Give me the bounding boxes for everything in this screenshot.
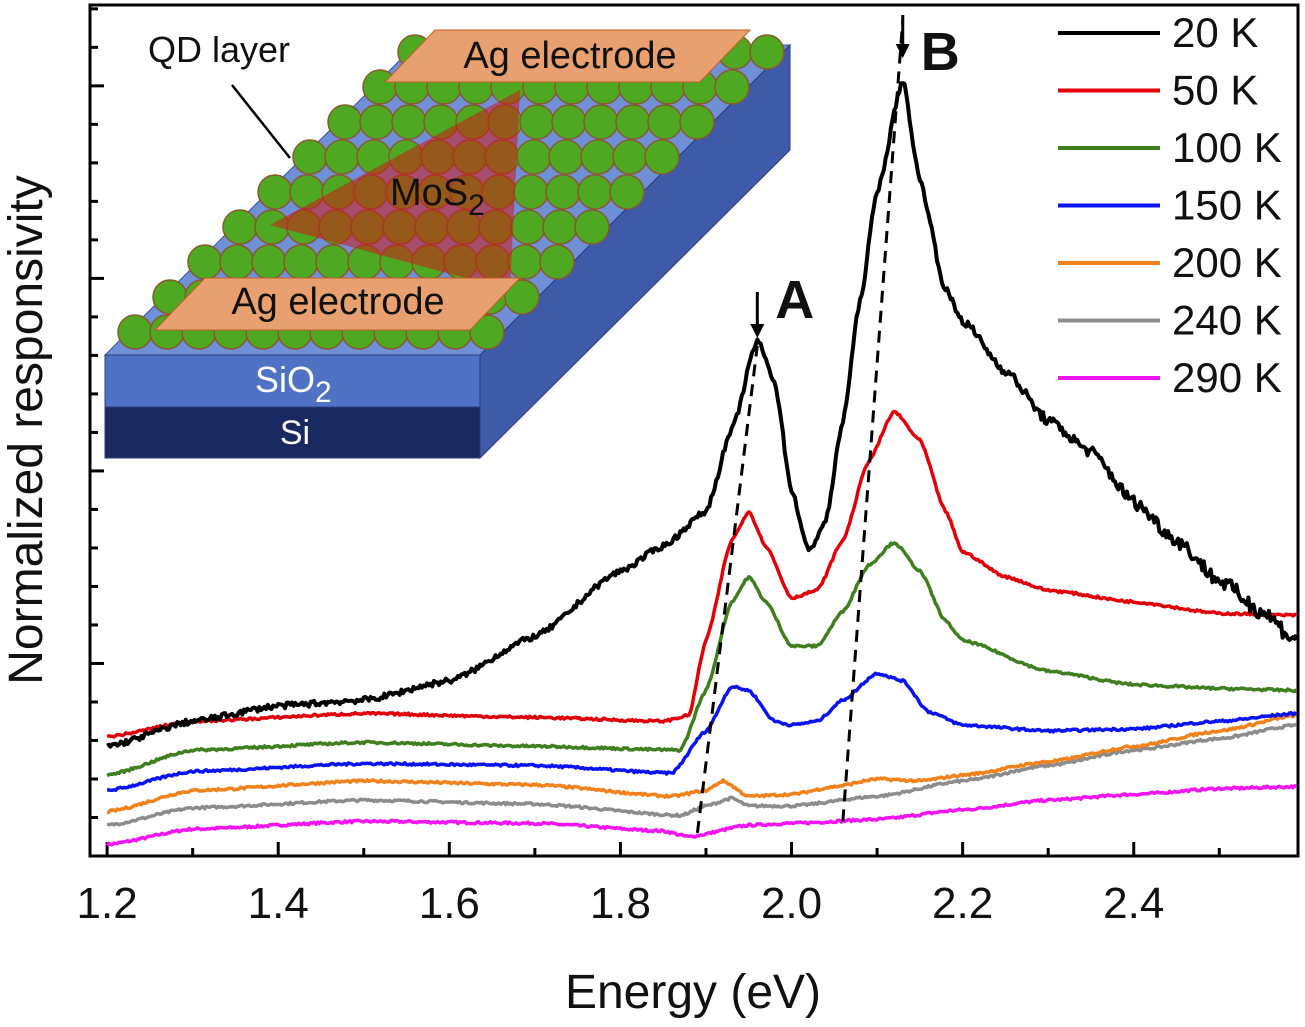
quantum-dot [222, 209, 258, 245]
quantum-dot [548, 139, 584, 175]
series-line-50K [106, 409, 1297, 739]
mos2-subscript: 2 [468, 189, 485, 222]
quantum-dot [257, 174, 293, 210]
quantum-dot [615, 104, 651, 140]
x-axis-label: Energy (eV) [565, 966, 821, 1019]
quantum-dot [187, 244, 223, 280]
quantum-dot [519, 104, 555, 140]
x-tick-label: 1.6 [419, 879, 480, 928]
quantum-dot [327, 104, 363, 140]
quantum-dot [469, 314, 505, 350]
si-label: Si [280, 414, 310, 452]
quantum-dot [315, 244, 351, 280]
x-tick-label: 1.4 [248, 879, 309, 928]
quantum-dot [545, 174, 581, 210]
series-line-150K [106, 671, 1298, 793]
peak-shift-dashed-line-A [695, 345, 759, 834]
quantum-dot [577, 174, 613, 210]
mos2-label: MoS2 [390, 172, 485, 222]
qd-layer-label: QD layer [148, 29, 290, 70]
plot-frame [88, 3, 1300, 858]
quantum-dot [510, 209, 546, 245]
quantum-dot [283, 244, 319, 280]
top-ag-electrode [383, 29, 752, 83]
x-tick-label: 1.8 [590, 879, 651, 928]
quantum-dot [507, 244, 543, 280]
quantum-dot [609, 174, 645, 210]
x-tick-label: 2.2 [932, 879, 993, 928]
quantum-dot [679, 104, 715, 140]
quantum-dot [542, 209, 578, 245]
sio2-text: SiO [255, 359, 315, 400]
quantum-dot [324, 139, 360, 175]
quantum-dot [251, 244, 287, 280]
qd-pointer-line [231, 84, 291, 159]
sio2-label: SiO2 [255, 359, 332, 409]
legend-label: 290 K [1172, 354, 1282, 401]
quantum-dot [219, 244, 255, 280]
quantum-dot [580, 139, 616, 175]
legend-label: 50 K [1172, 67, 1258, 114]
quantum-dot [391, 104, 427, 140]
axes: 1.2 1.4 1.6 1.8 2.0 2.2 2.4 [77, 3, 1300, 928]
series-line-100K [106, 541, 1298, 778]
x-tick-label: 2.4 [1103, 879, 1164, 928]
quantum-dot [292, 139, 328, 175]
series-line-20K [106, 81, 1299, 749]
mos2-text: MoS [390, 172, 468, 214]
sio2-subscript: 2 [315, 376, 332, 409]
legend-label: 150 K [1172, 182, 1282, 229]
quantum-dot [504, 279, 540, 315]
quantum-dot [647, 104, 683, 140]
quantum-dot [612, 139, 648, 175]
quantum-dot [117, 314, 153, 350]
device-schematic-inset: Ag electrode Ag electrode MoS2 SiO2 Si Q… [103, 29, 792, 460]
series-line-290K [105, 784, 1297, 847]
quantum-dot [513, 174, 549, 210]
legend: 20 K 50 K 100 K 150 K 200 K 240 K 290 K [1058, 9, 1282, 401]
x-tick-label: 1.2 [77, 879, 138, 928]
quantum-dot [583, 104, 619, 140]
legend-label: 20 K [1172, 9, 1258, 56]
quantum-dot [714, 69, 750, 105]
x-tick-label: 2.0 [761, 879, 822, 928]
quantum-dot [551, 104, 587, 140]
bottom-electrode-label: Ag electrode [231, 281, 444, 323]
peak-label-B: B [921, 22, 960, 82]
quantum-dot [359, 104, 395, 140]
legend-label: 100 K [1172, 124, 1282, 171]
top-electrode-label: Ag electrode [463, 35, 676, 77]
bottom-ag-electrode [153, 277, 522, 331]
legend-label: 240 K [1172, 297, 1282, 344]
quantum-dot [644, 139, 680, 175]
si-layer [104, 406, 481, 459]
quantum-dot [539, 244, 575, 280]
peak-shift-dashed-line-B [841, 19, 905, 822]
quantum-dot [574, 209, 610, 245]
sio2-layer [104, 354, 481, 408]
peak-label-A: A [775, 270, 814, 330]
y-axis-label: Normalized responsivity [0, 175, 53, 685]
quantum-dot [749, 34, 785, 70]
arrow-B-head [895, 44, 910, 58]
mos2-flake [270, 90, 520, 290]
annotations: AB [695, 15, 960, 834]
quantum-dot [516, 139, 552, 175]
legend-label: 200 K [1172, 239, 1282, 286]
arrow-A-head [750, 324, 765, 338]
